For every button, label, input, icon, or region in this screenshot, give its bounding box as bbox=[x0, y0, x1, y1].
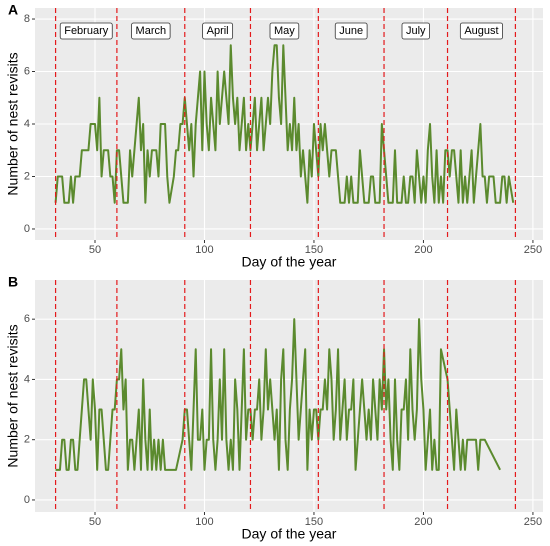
x-axis-title: Day of the year bbox=[242, 526, 337, 542]
y-axis-title: Number of nest revisits bbox=[5, 52, 21, 195]
y-tick-label: 2 bbox=[24, 170, 30, 182]
y-tick-label: 0 bbox=[24, 494, 30, 506]
y-tick-label: 4 bbox=[24, 118, 30, 130]
x-axis-title: Day of the year bbox=[242, 254, 337, 270]
month-label-text: February bbox=[64, 25, 109, 37]
plot-background bbox=[35, 280, 543, 512]
month-label-box bbox=[334, 22, 368, 40]
month-label-text: March bbox=[136, 25, 167, 37]
y-tick-label: 6 bbox=[24, 65, 30, 77]
y-tick-label: 0 bbox=[24, 223, 30, 235]
month-label: May bbox=[269, 22, 300, 40]
x-tick-label: 50 bbox=[89, 244, 101, 256]
x-tick-label: 100 bbox=[195, 244, 213, 256]
month-label-text: May bbox=[274, 25, 295, 37]
x-tick-label: 50 bbox=[89, 516, 101, 528]
month-label-box bbox=[59, 22, 113, 40]
y-axis-title: Number of nest revisits bbox=[5, 324, 21, 467]
month-label: March bbox=[131, 22, 171, 40]
month-label-text: July bbox=[406, 25, 426, 37]
x-tick-label: 200 bbox=[414, 516, 432, 528]
y-tick-label: 2 bbox=[24, 434, 30, 446]
month-label-box bbox=[269, 22, 300, 40]
y-tick-label: 6 bbox=[24, 313, 30, 325]
x-tick-label: 150 bbox=[305, 244, 323, 256]
data-line bbox=[55, 318, 501, 471]
month-label: February bbox=[59, 22, 113, 40]
x-tick-label: 150 bbox=[305, 516, 323, 528]
x-tick-label: 250 bbox=[524, 516, 542, 528]
data-line bbox=[54, 44, 515, 204]
x-tick-label: 250 bbox=[524, 244, 542, 256]
month-label: June bbox=[334, 22, 368, 40]
x-tick-label: 200 bbox=[414, 244, 432, 256]
month-label-box bbox=[459, 22, 503, 40]
panel-label: B bbox=[8, 274, 18, 290]
month-label-text: June bbox=[339, 25, 363, 37]
month-label-text: August bbox=[464, 25, 498, 37]
panel-label: A bbox=[8, 2, 18, 18]
month-label-box bbox=[131, 22, 171, 40]
month-label-box bbox=[202, 22, 234, 40]
y-tick-label: 4 bbox=[24, 373, 30, 385]
y-tick-label: 8 bbox=[24, 13, 30, 25]
x-tick-label: 100 bbox=[195, 516, 213, 528]
month-label: April bbox=[202, 22, 234, 40]
month-label: August bbox=[459, 22, 503, 40]
month-label-text: April bbox=[207, 25, 229, 37]
month-label: July bbox=[401, 22, 430, 40]
month-label-box bbox=[401, 22, 430, 40]
